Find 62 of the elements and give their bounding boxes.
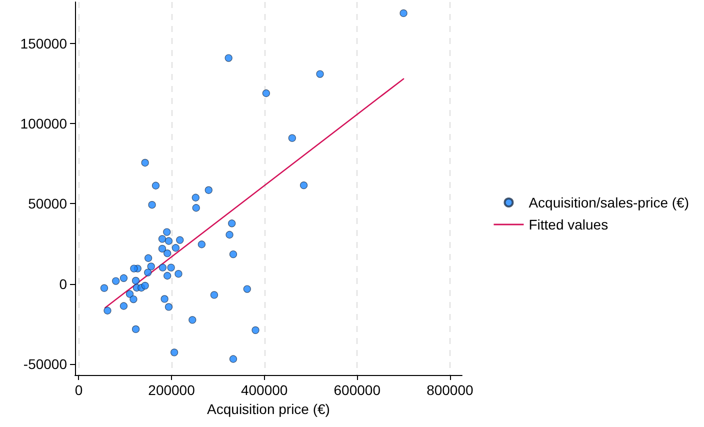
point bbox=[252, 326, 260, 334]
point bbox=[188, 316, 196, 324]
point bbox=[132, 325, 140, 334]
point bbox=[176, 236, 184, 244]
point bbox=[141, 158, 149, 167]
point bbox=[192, 194, 200, 202]
point bbox=[148, 201, 156, 209]
point bbox=[104, 306, 112, 314]
point bbox=[229, 355, 238, 363]
point bbox=[130, 295, 138, 304]
point bbox=[172, 244, 180, 252]
point bbox=[300, 182, 308, 190]
point bbox=[130, 264, 138, 272]
y-tick-label: 50000 bbox=[28, 196, 68, 212]
point bbox=[167, 264, 175, 272]
point bbox=[262, 89, 270, 98]
point bbox=[126, 290, 134, 298]
point bbox=[152, 182, 160, 190]
point bbox=[170, 348, 178, 356]
point bbox=[163, 228, 171, 236]
point bbox=[160, 295, 168, 303]
point bbox=[120, 302, 128, 310]
point bbox=[120, 274, 128, 282]
point bbox=[158, 244, 166, 252]
point bbox=[100, 284, 108, 292]
point bbox=[198, 240, 206, 248]
point bbox=[164, 272, 172, 280]
point bbox=[174, 270, 182, 278]
y-tick-label: 0 bbox=[59, 276, 68, 292]
point bbox=[288, 134, 296, 142]
x-tick-label: 0 bbox=[74, 382, 83, 398]
x-tick-label: 600000 bbox=[334, 382, 381, 398]
point bbox=[316, 70, 324, 78]
y-tick-label: 150000 bbox=[20, 36, 68, 52]
point bbox=[164, 237, 173, 245]
point bbox=[132, 276, 140, 285]
x-tick-label: 800000 bbox=[426, 382, 474, 398]
y-tick-label: 100000 bbox=[20, 116, 68, 132]
point bbox=[228, 220, 236, 228]
point bbox=[158, 235, 166, 243]
point bbox=[147, 262, 155, 270]
x-axis-title: Acquisition price (€) bbox=[207, 400, 330, 417]
point bbox=[144, 268, 152, 276]
point bbox=[112, 277, 120, 285]
point bbox=[164, 303, 173, 311]
x-tick-label: 200000 bbox=[148, 382, 196, 398]
point bbox=[164, 250, 172, 258]
point bbox=[210, 291, 218, 299]
x-tick-label: 400000 bbox=[240, 382, 288, 398]
legend-label: Acquisition/sales-price (€) bbox=[528, 194, 690, 210]
point bbox=[226, 230, 234, 239]
y-tick-label: -50000 bbox=[23, 356, 68, 372]
point bbox=[141, 282, 149, 290]
point bbox=[224, 54, 232, 62]
point bbox=[229, 250, 238, 258]
point bbox=[204, 186, 212, 194]
point bbox=[243, 285, 251, 293]
point bbox=[158, 264, 166, 272]
point bbox=[400, 9, 408, 18]
legend-label: Fitted values bbox=[528, 216, 608, 232]
point bbox=[192, 204, 200, 212]
point bbox=[144, 254, 152, 262]
